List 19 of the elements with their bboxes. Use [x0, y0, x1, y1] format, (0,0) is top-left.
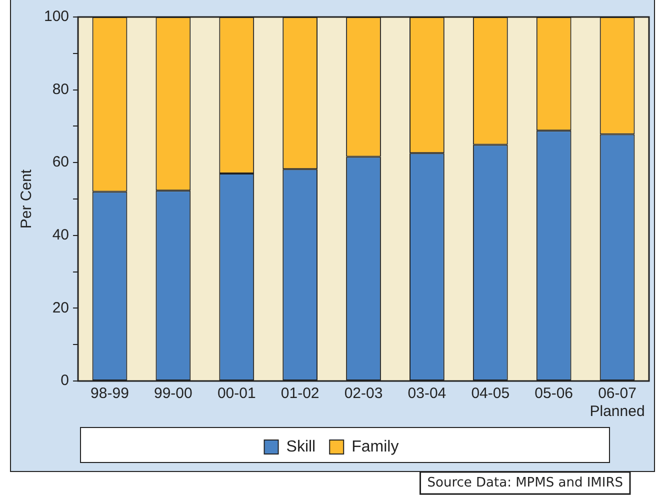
x-tick-label: 05-06 — [534, 385, 574, 402]
y-tick-label: 80 — [52, 80, 70, 98]
legend-label: Skill — [286, 438, 316, 456]
x-tick-label: 02-03 — [344, 385, 383, 402]
y-tick-label: 100 — [44, 8, 70, 26]
y-tick-label: 40 — [52, 226, 70, 244]
y-axis-title: Per Cent — [18, 168, 36, 229]
source-note: Source Data: MPMS and IMIRS — [427, 475, 623, 490]
y-tick-label: 60 — [52, 154, 70, 171]
x-tick-label: 99-00 — [154, 385, 192, 402]
x-tick-label: 04-05 — [471, 385, 510, 402]
y-tick-label: 0 — [60, 372, 70, 390]
legend-label: Family — [352, 438, 399, 456]
x-tick-label: 00-01 — [217, 385, 256, 402]
x-tick-label: 01-02 — [280, 385, 320, 402]
x-tick-label: 98-99 — [90, 385, 129, 402]
y-tick-label: 20 — [52, 299, 70, 316]
x-tick-label: 03-04 — [408, 385, 446, 402]
x-tick-label: 06-07 Planned — [590, 385, 645, 420]
